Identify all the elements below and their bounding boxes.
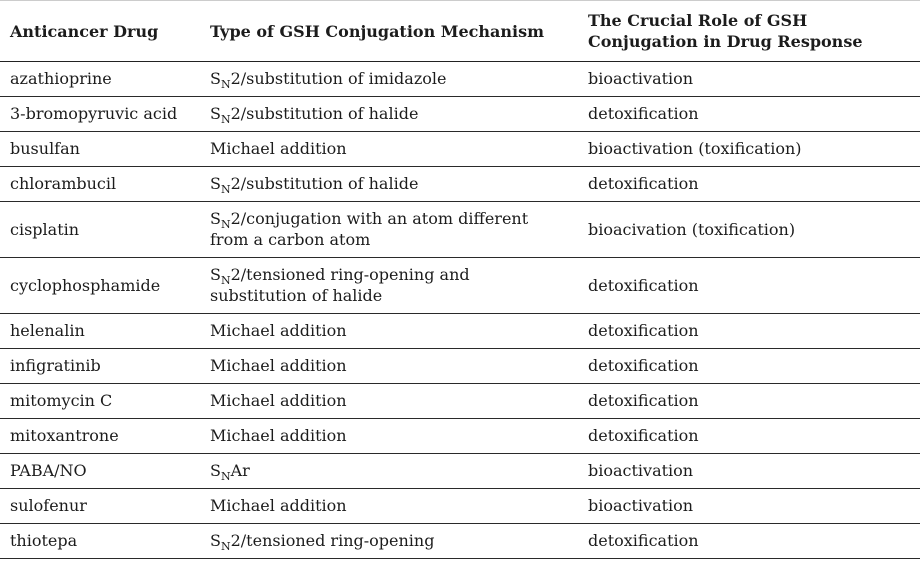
drug-cell: mitoxantrone <box>0 418 210 454</box>
table-row: helenalin Michael addition detoxificatio… <box>0 313 920 349</box>
mechanism-cell: Michael addition <box>210 348 588 384</box>
role-cell: detoxification <box>588 383 920 419</box>
header-conjugation-mechanism: Type of GSH Conjugation Mechanism <box>210 0 588 62</box>
table-row: cisplatin SN2/conjugation with an atom d… <box>0 201 920 258</box>
drug-cell: cyclophosphamide <box>0 257 210 314</box>
role-cell: detoxification <box>588 523 920 559</box>
header-row: Anticancer Drug Type of GSH Conjugation … <box>0 0 920 62</box>
table-row: azathioprine SN2/substitution of imidazo… <box>0 61 920 97</box>
role-cell: detoxification <box>588 96 920 132</box>
mechanism-cell: Michael addition <box>210 383 588 419</box>
drug-cell: azathioprine <box>0 61 210 97</box>
table-row: mitomycin C Michael addition detoxificat… <box>0 383 920 419</box>
drug-cell: infigratinib <box>0 348 210 384</box>
mechanism-cell: SN2/substitution of halide <box>210 166 588 202</box>
role-cell: bioactivation <box>588 488 920 524</box>
role-cell: detoxification <box>588 313 920 349</box>
mechanism-cell: Michael addition <box>210 418 588 454</box>
drug-cell: cisplatin <box>0 201 210 258</box>
table-body: azathioprine SN2/substitution of imidazo… <box>0 61 920 559</box>
drug-cell: thiotepa <box>0 523 210 559</box>
role-cell: detoxification <box>588 257 920 314</box>
role-cell: bioactivation (toxification) <box>588 131 920 167</box>
role-cell: detoxification <box>588 166 920 202</box>
drug-cell: 3-bromopyruvic acid <box>0 96 210 132</box>
table-header: Anticancer Drug Type of GSH Conjugation … <box>0 0 920 62</box>
mechanism-cell: SN2/tensioned ring-opening and substitut… <box>210 257 588 314</box>
mechanism-cell: SN2/substitution of halide <box>210 96 588 132</box>
table-row: 3-bromopyruvic acid SN2/substitution of … <box>0 96 920 132</box>
header-crucial-role: The Crucial Role of GSH Conjugation in D… <box>588 0 920 62</box>
header-anticancer-drug: Anticancer Drug <box>0 0 210 62</box>
drug-cell: PABA/NO <box>0 453 210 489</box>
drug-cell: mitomycin C <box>0 383 210 419</box>
drug-cell: sulofenur <box>0 488 210 524</box>
role-cell: bioacivation (toxification) <box>588 201 920 258</box>
role-cell: detoxification <box>588 348 920 384</box>
mechanism-cell: SN2/tensioned ring-opening <box>210 523 588 559</box>
table-row: chlorambucil SN2/substitution of halide … <box>0 166 920 202</box>
role-cell: bioactivation <box>588 61 920 97</box>
role-cell: bioactivation <box>588 453 920 489</box>
mechanism-cell: SN2/conjugation with an atom different f… <box>210 201 588 258</box>
drug-cell: chlorambucil <box>0 166 210 202</box>
table-row: thiotepa SN2/tensioned ring-opening deto… <box>0 523 920 559</box>
table-row: sulofenur Michael addition bioactivation <box>0 488 920 524</box>
table-row: mitoxantrone Michael addition detoxifica… <box>0 418 920 454</box>
mechanism-cell: Michael addition <box>210 488 588 524</box>
table-row: PABA/NO SNAr bioactivation <box>0 453 920 489</box>
drug-cell: busulfan <box>0 131 210 167</box>
table-row: infigratinib Michael addition detoxifica… <box>0 348 920 384</box>
role-cell: detoxification <box>588 418 920 454</box>
mechanism-cell: SN2/substitution of imidazole <box>210 61 588 97</box>
table-row: busulfan Michael addition bioactivation … <box>0 131 920 167</box>
drug-cell: helenalin <box>0 313 210 349</box>
mechanism-cell: SNAr <box>210 453 588 489</box>
mechanism-cell: Michael addition <box>210 131 588 167</box>
mechanism-cell: Michael addition <box>210 313 588 349</box>
table-row: cyclophosphamide SN2/tensioned ring-open… <box>0 257 920 314</box>
